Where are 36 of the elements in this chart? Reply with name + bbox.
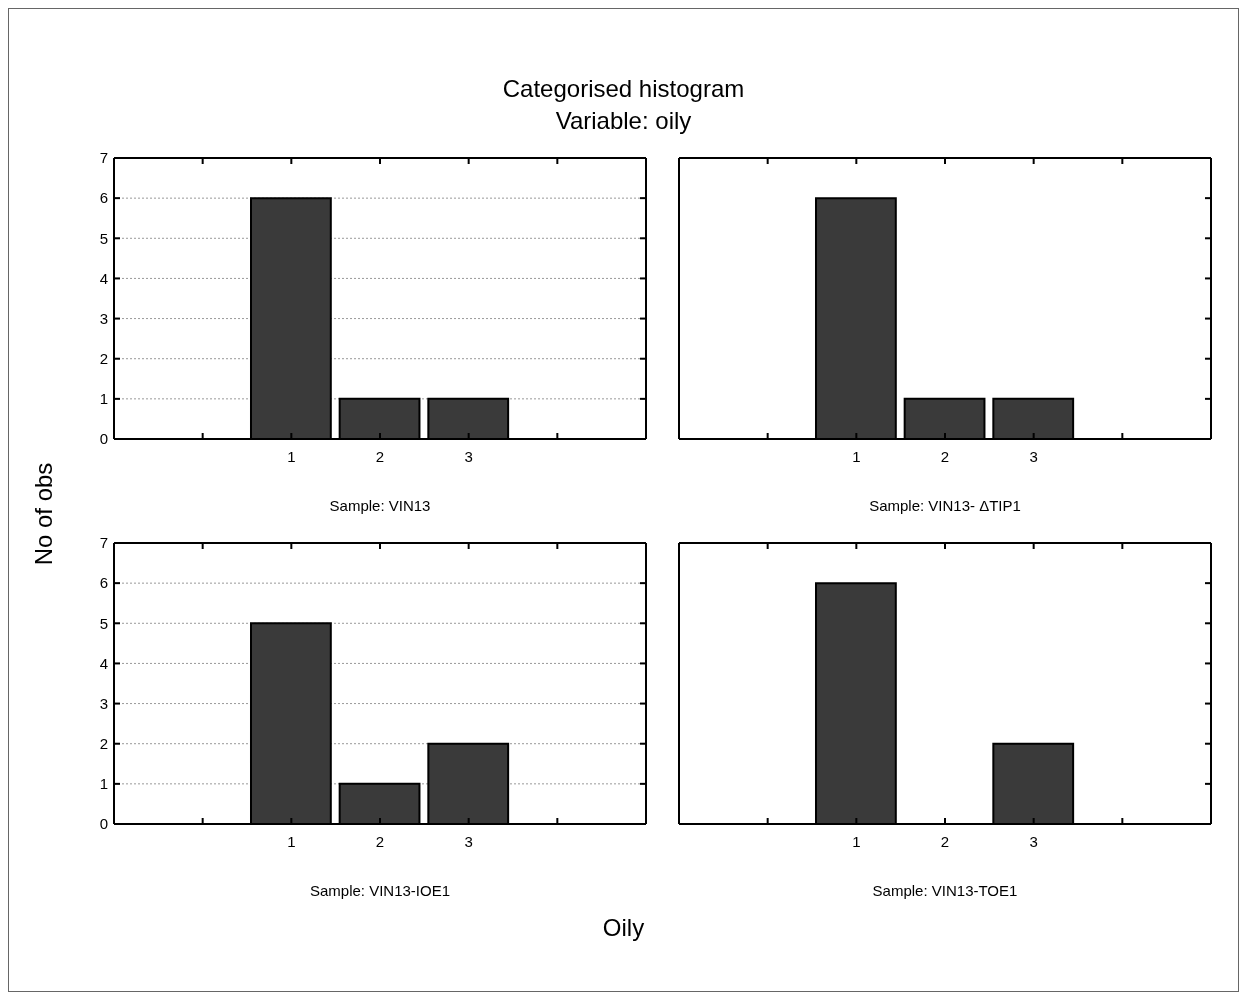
x-tick-label: 2: [940, 832, 950, 850]
chart-title: Categorised histogram: [501, 75, 746, 103]
y-tick-label: 7: [99, 149, 108, 167]
y-tick-label: 2: [99, 350, 108, 368]
x-tick-label: 1: [852, 447, 861, 465]
y-tick-label: 7: [99, 534, 108, 552]
x-axis-title: Sample: VIN13-IOE1: [309, 882, 451, 899]
chart-subtitle: Variable: oily: [554, 107, 693, 135]
text: Oily: [601, 914, 646, 942]
x-tick-label: 1: [852, 832, 861, 850]
y-tick-label: 3: [99, 309, 108, 327]
y-tick-label: 2: [99, 735, 108, 753]
x-tick-label: 3: [464, 447, 473, 465]
x-axis-title: Sample: VIN13- ΔTIP1: [869, 497, 1021, 514]
y-tick-label: 6: [99, 189, 108, 207]
x-tick-label: 2: [375, 832, 385, 850]
x-axis-title: Sample: VIN13-TOE1: [872, 882, 1018, 899]
y-tick-label: 5: [99, 229, 108, 247]
y-tick-label: 1: [99, 775, 108, 793]
x-tick-label: 3: [1029, 832, 1038, 850]
x-tick-label: 3: [1029, 447, 1038, 465]
x-tick-label: 1: [287, 832, 296, 850]
y-axis-title: No of obs: [30, 462, 58, 566]
y-tick-label: 0: [99, 815, 108, 833]
y-tick-label: 6: [99, 574, 108, 592]
x-tick-label: 2: [375, 447, 385, 465]
x-tick-label: 1: [287, 447, 296, 465]
y-tick-label: 4: [99, 269, 108, 287]
y-tick-label: 3: [99, 694, 108, 712]
y-tick-label: 0: [99, 430, 108, 448]
y-tick-label: 5: [99, 614, 108, 632]
x-axis-title: Sample: VIN13: [329, 497, 431, 514]
y-tick-label: 4: [99, 654, 108, 672]
x-tick-label: 2: [940, 447, 950, 465]
x-tick-label: 3: [464, 832, 473, 850]
y-tick-label: 1: [99, 390, 108, 408]
